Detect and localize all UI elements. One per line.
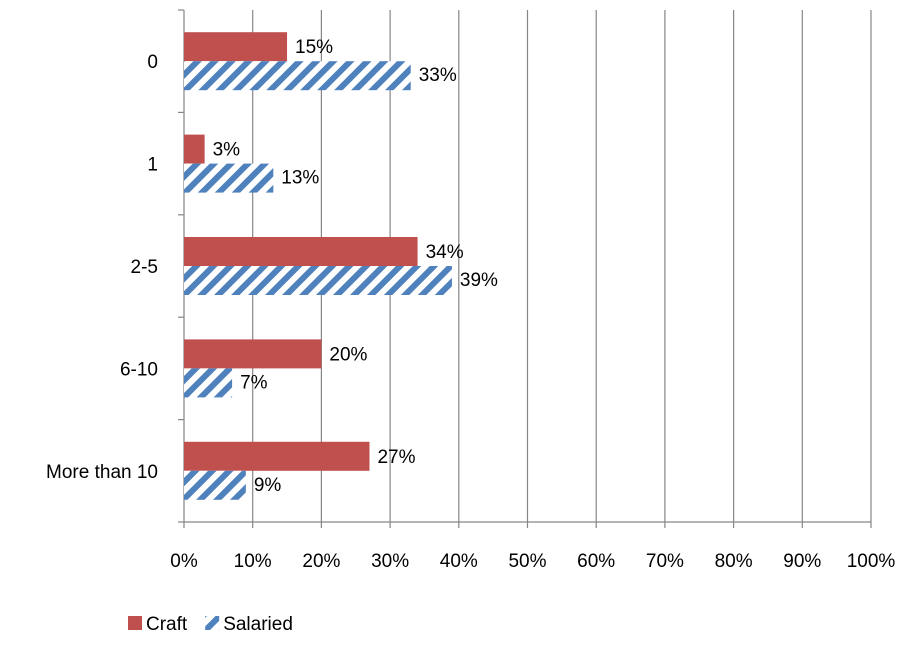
category-label: 2-5 bbox=[131, 257, 158, 278]
craft-data-label: 3% bbox=[213, 140, 241, 161]
x-tick-label: 80% bbox=[715, 551, 753, 572]
salaried-data-label: 13% bbox=[281, 168, 319, 189]
legend-swatch-salaried bbox=[205, 616, 220, 630]
salaried-data-label: 33% bbox=[419, 65, 457, 86]
craft-data-label: 20% bbox=[329, 344, 367, 365]
craft-bar bbox=[184, 441, 370, 471]
legend-label-craft: Craft bbox=[146, 614, 188, 635]
bars bbox=[184, 32, 452, 500]
gridlines bbox=[252, 10, 872, 522]
x-tick-label: 20% bbox=[302, 551, 340, 572]
salaried-data-label: 9% bbox=[254, 475, 282, 496]
salaried-data-label: 39% bbox=[460, 270, 498, 291]
labels: 0% 10% 20% 30% 40% 50% 60% 70% 80% 90% 100% 0 1 2-5 6-… bbox=[46, 37, 895, 572]
x-tick-label: 50% bbox=[508, 551, 546, 572]
category-label: 0 bbox=[147, 52, 158, 73]
x-tick-label: 0% bbox=[170, 551, 198, 572]
legend-label-salaried: Salaried bbox=[223, 614, 293, 635]
salaried-bar bbox=[184, 368, 233, 398]
salaried-bar bbox=[184, 266, 452, 295]
craft-data-label: 15% bbox=[295, 37, 333, 58]
x-tick-label: 90% bbox=[783, 551, 821, 572]
category-label: 6-10 bbox=[120, 359, 158, 380]
craft-data-label: 27% bbox=[377, 447, 415, 468]
craft-bar bbox=[184, 134, 205, 164]
craft-data-label: 34% bbox=[426, 242, 464, 263]
craft-bar bbox=[184, 339, 322, 369]
craft-bar bbox=[184, 237, 418, 266]
x-tick-label: 40% bbox=[440, 551, 478, 572]
category-label: 1 bbox=[147, 155, 158, 176]
salaried-bar bbox=[184, 470, 246, 500]
legend: Craft Salaried bbox=[128, 614, 293, 635]
x-tick-label: 30% bbox=[371, 551, 409, 572]
salaried-bar bbox=[184, 163, 274, 193]
legend-swatch-craft bbox=[128, 616, 142, 630]
craft-bar bbox=[184, 32, 288, 62]
salaried-data-label: 7% bbox=[240, 372, 268, 393]
x-tick-label: 10% bbox=[234, 551, 272, 572]
salaried-bar bbox=[184, 61, 411, 91]
x-tick-label: 60% bbox=[577, 551, 615, 572]
x-tick-label: 70% bbox=[646, 551, 684, 572]
x-tick-label: 100% bbox=[847, 551, 896, 572]
category-label: More than 10 bbox=[46, 462, 158, 483]
